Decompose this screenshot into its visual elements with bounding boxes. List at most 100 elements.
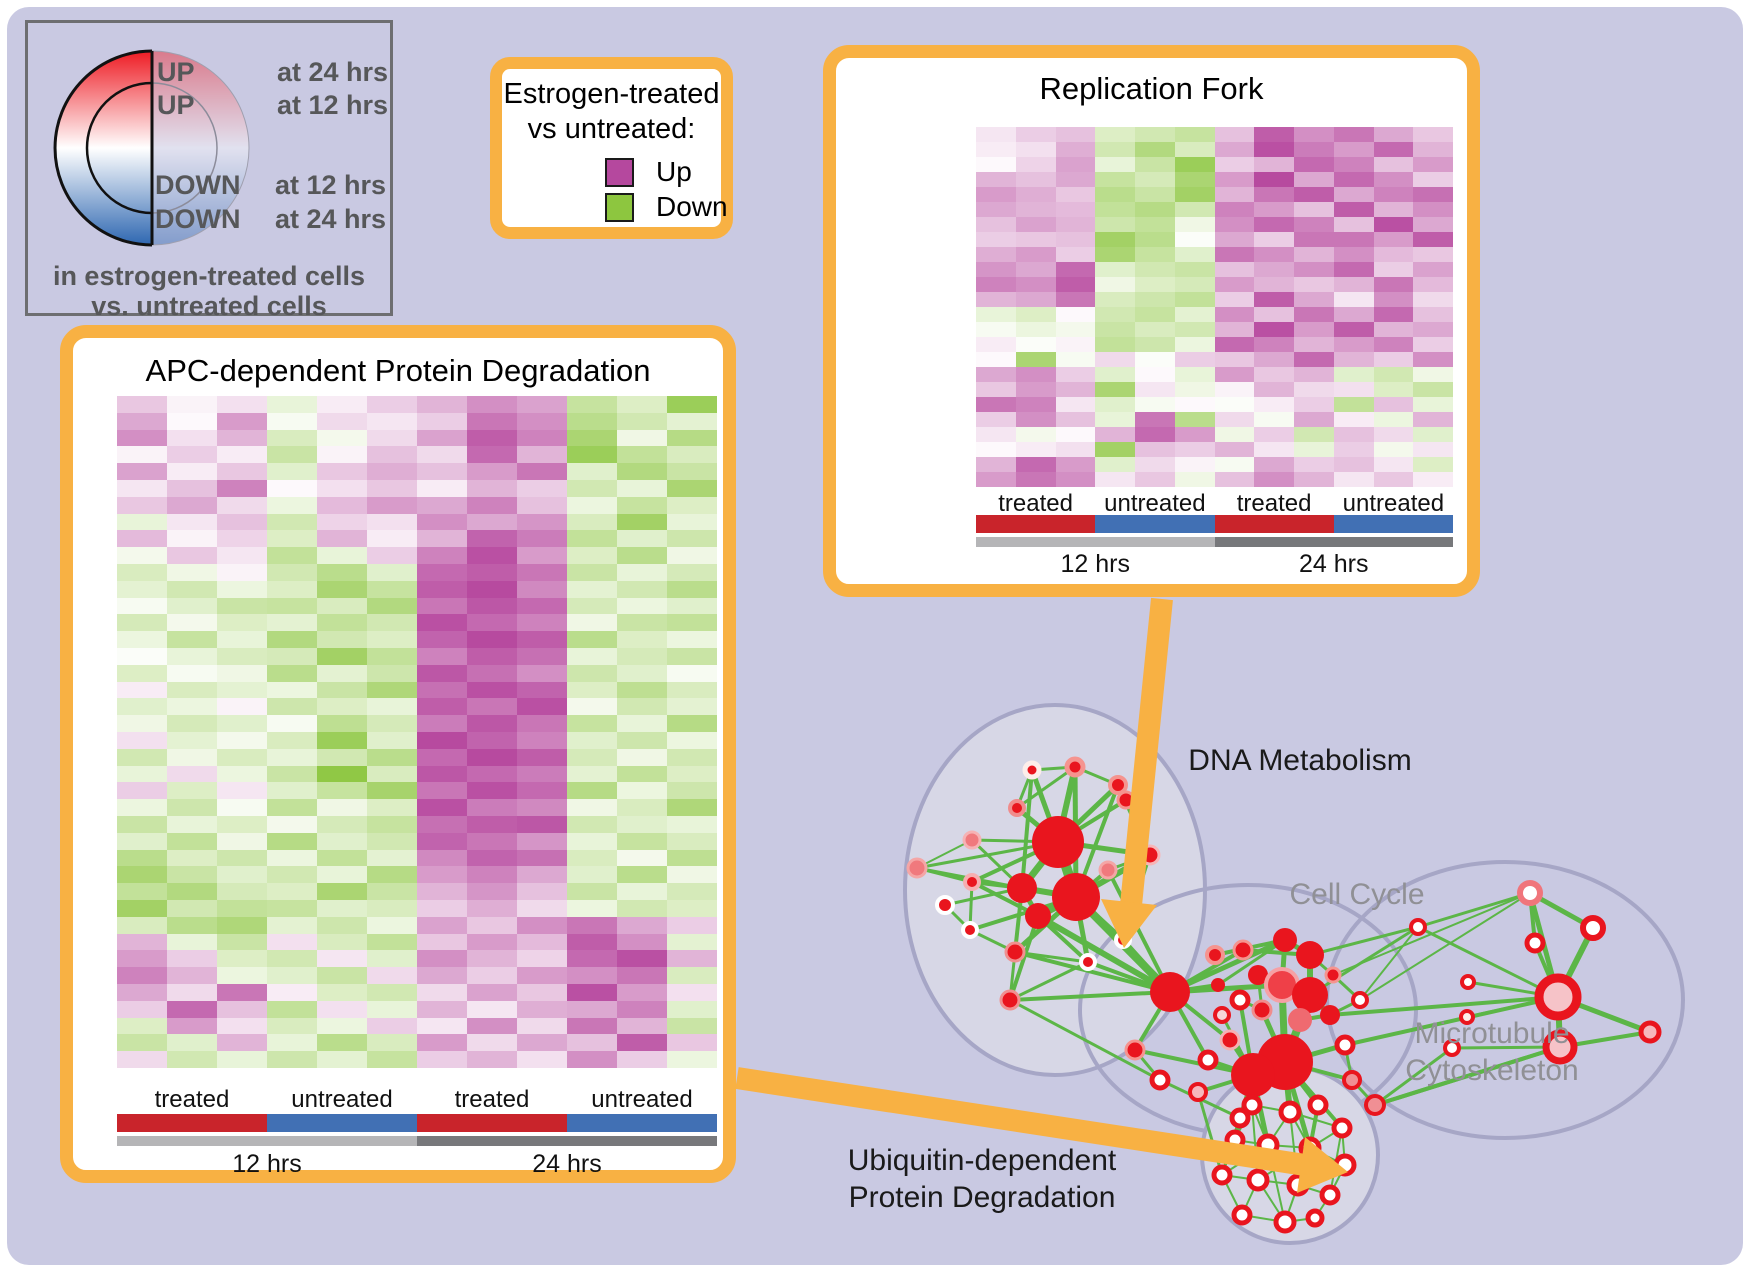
heatmap-cell: [617, 1051, 667, 1068]
heatmap-cell: [567, 950, 617, 968]
heatmap-cell: [667, 664, 717, 682]
heatmap-cell: [117, 412, 167, 430]
heatmap-cell: [1135, 307, 1175, 322]
heatmap-cell: [617, 933, 667, 951]
heatmap-cell: [1413, 337, 1453, 352]
network-node: [1443, 1039, 1461, 1057]
network-edge: [1016, 765, 1076, 810]
heatmap-cell: [217, 446, 267, 464]
heatmap-cell: [1333, 217, 1374, 232]
network-node: [1022, 760, 1042, 780]
heatmap-cell: [1055, 172, 1096, 187]
heatmap-cell: [1294, 397, 1334, 412]
heatmap-cell: [1095, 187, 1135, 202]
heatmap-cell: [976, 277, 1016, 292]
heatmap-cell: [1015, 172, 1056, 187]
network-node: [1052, 873, 1100, 921]
heatmap-cell: [1294, 307, 1334, 322]
heatmap-cell: [1254, 277, 1294, 292]
heatmap-cell: [117, 479, 167, 497]
heatmap-cell: [1254, 442, 1294, 457]
heatmap-cell: [1333, 292, 1374, 307]
heatmap-cell: [976, 157, 1016, 172]
heatmap-cell: [567, 967, 617, 984]
heatmap-cell: [1294, 292, 1334, 307]
heatmap-cell: [317, 396, 367, 413]
heatmap-cell: [317, 765, 367, 783]
heatmap-cell: [117, 597, 167, 615]
heatmap-cell: [1015, 427, 1056, 442]
heatmap-cell: [367, 463, 417, 480]
heatmap-cell: [417, 748, 467, 766]
up-12-word: UP: [157, 90, 195, 120]
heatmap-cell: [167, 883, 217, 900]
down-12-time: at 12 hrs: [275, 170, 387, 200]
network-edge: [1309, 925, 1419, 997]
heatmap-cell: [517, 664, 567, 682]
heatmap-cell: [1135, 172, 1175, 187]
heatmap-cell: [667, 1034, 717, 1052]
heatmap-cell: [417, 1017, 467, 1035]
heatmap-cell: [976, 352, 1016, 367]
heatmap-cell: [167, 799, 217, 816]
up-24-word: UP: [157, 57, 195, 87]
heatmap-cell: [267, 765, 317, 783]
heatmap-cell: [617, 799, 667, 816]
heatmap-cell: [117, 866, 167, 884]
heatmap-cell: [1095, 127, 1135, 142]
heatmap-cell: [117, 1000, 167, 1018]
condition-label: treated: [454, 1086, 530, 1113]
condition-label: untreated: [1104, 490, 1206, 517]
heatmap-cell: [667, 479, 717, 497]
heatmap-cell: [167, 899, 217, 917]
heatmap-cell: [117, 513, 167, 531]
up-24-time: at 24 hrs: [277, 57, 389, 87]
heatmap-cell: [517, 496, 567, 514]
ubiquitin-label: Ubiquitin-dependent Protein Degradation: [847, 1144, 1117, 1214]
callout-arrow-head: [1101, 899, 1157, 948]
heatmap-cell: [317, 547, 367, 564]
heatmap-cell: [1413, 172, 1453, 187]
heatmap-cell: [667, 799, 717, 816]
heatmap-cell: [217, 513, 267, 531]
heatmap-cell: [1254, 157, 1294, 172]
condition-label: treated: [154, 1086, 230, 1113]
replication-fork-panel: Replication Fork treated untreated treated…: [823, 45, 1480, 597]
heatmap-cell: [1254, 382, 1294, 397]
heatmap-cell: [317, 429, 367, 447]
heatmap-cell: [217, 883, 267, 900]
heatmap-cell: [317, 563, 367, 581]
network-edge: [1014, 950, 1171, 994]
heatmap-cell: [1135, 412, 1175, 427]
heatmap-cell: [267, 832, 317, 850]
heatmap-cell: [417, 580, 467, 598]
heatmap-cell: [467, 967, 517, 984]
heatmap-cell: [1373, 262, 1414, 277]
heatmap-cell: [167, 849, 217, 867]
network-node: [1007, 873, 1037, 903]
heatmap-cell: [1294, 157, 1334, 172]
condition-bar: [1214, 515, 1334, 533]
heatmap-cell: [217, 815, 267, 833]
legend-title: Estrogen-treated vs untreated:: [502, 77, 721, 147]
heatmap-cell: [1254, 172, 1294, 187]
heatmap-cell: [976, 427, 1016, 442]
heatmap-cell: [667, 547, 717, 564]
heatmap-cell: [1373, 322, 1414, 337]
heatmap-cell: [1174, 172, 1215, 187]
heatmap-cell: [317, 580, 367, 598]
heatmap-cell: [267, 513, 317, 531]
heatmap-cell: [1055, 442, 1096, 457]
heatmap-cell: [567, 765, 617, 783]
network-edge: [1359, 892, 1531, 1001]
heatmap-cell: [517, 412, 567, 430]
heatmap-cell: [467, 1000, 517, 1018]
heatmap-cell: [617, 563, 667, 581]
heatmap-cell: [567, 849, 617, 867]
heatmap-cell: [1373, 352, 1414, 367]
heatmap-cell: [617, 664, 667, 682]
heatmap-cell: [1135, 427, 1175, 442]
heatmap-cell: [517, 883, 567, 900]
heatmap-cell: [1015, 262, 1056, 277]
heatmap-cell: [117, 832, 167, 850]
